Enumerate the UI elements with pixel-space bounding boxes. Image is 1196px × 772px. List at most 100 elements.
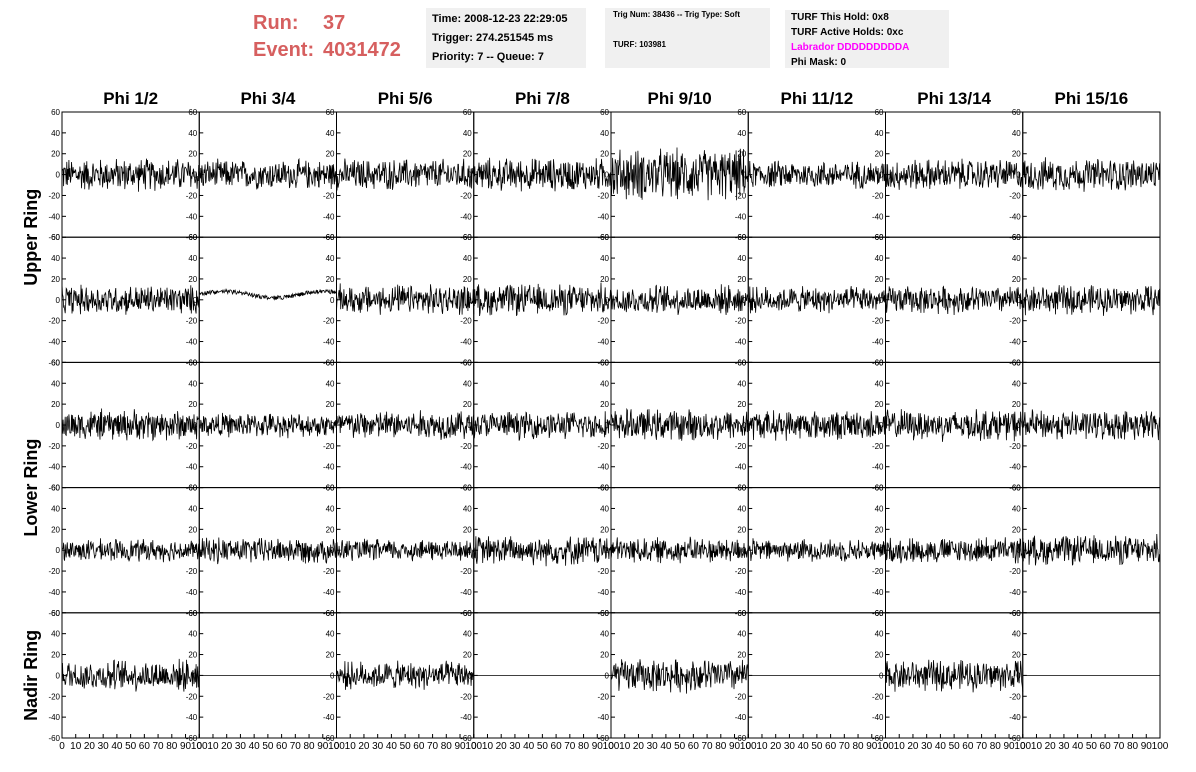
y-tick-label: 20 [326,525,335,534]
turf-active-text: TURF Active Holds: 0xc [791,27,904,38]
ring-label: Lower Ring [21,439,41,537]
y-tick-label: 0 [330,421,335,430]
y-tick-label: 0 [467,171,472,180]
waveform-trace [747,538,886,562]
y-tick-label: -40 [186,463,198,472]
y-tick-label: -20 [735,317,747,326]
y-tick-label: 20 [51,651,60,660]
y-tick-label: 60 [326,233,335,242]
y-tick-label: 60 [737,358,746,367]
x-tick-label: 100 [877,741,894,752]
y-tick-label: 40 [463,379,472,388]
y-tick-label: -40 [323,212,335,221]
y-tick-label: 20 [737,400,746,409]
y-tick-label: -60 [48,609,60,618]
y-tick-label: 20 [1012,651,1021,660]
x-tick-label: 30 [784,741,796,752]
y-tick-label: 20 [463,400,472,409]
x-tick-label: 80 [441,741,453,752]
y-tick-label: 20 [737,275,746,284]
y-tick-label: -40 [1009,463,1021,472]
y-tick-label: 0 [605,421,610,430]
y-tick-label: -40 [872,338,884,347]
y-tick-label: 0 [193,671,198,680]
y-tick-label: 60 [51,484,60,493]
y-tick-label: -40 [597,588,609,597]
y-tick-label: -40 [1009,588,1021,597]
y-tick-label: -40 [872,463,884,472]
y-tick-label: -60 [735,233,747,242]
y-tick-label: 40 [51,630,60,639]
panel-frame [198,236,337,363]
run-label: Run: [253,12,299,34]
y-tick-label: 60 [463,484,472,493]
y-tick-label: 40 [51,504,60,513]
y-tick-label: 0 [1016,296,1021,305]
x-tick-label: 60 [413,741,425,752]
y-tick-label: -60 [735,609,747,618]
y-tick-label: 40 [875,504,884,513]
y-tick-label: -60 [597,233,609,242]
y-tick-label: 20 [600,651,609,660]
y-tick-label: 60 [875,484,884,493]
y-tick-label: 60 [51,609,60,618]
y-tick-label: -40 [735,588,747,597]
y-tick-label: 40 [188,129,197,138]
waveform-trace [336,410,475,440]
y-tick-label: 40 [188,504,197,513]
x-tick-label: 30 [372,741,384,752]
labrador-text: Labrador DDDDDDDDDA [791,42,910,53]
waveform-trace [1022,157,1161,192]
y-tick-label: -20 [48,317,60,326]
y-tick-label: 20 [188,651,197,660]
waveform-trace [198,412,337,439]
y-tick-label: 20 [188,275,197,284]
y-tick-label: -20 [48,191,60,200]
y-tick-label: 60 [463,233,472,242]
y-tick-label: 40 [463,504,472,513]
waveform-trace [610,536,749,564]
x-tick-label: 90 [1003,741,1015,752]
waveform-trace [473,536,612,567]
y-tick-label: -20 [323,191,335,200]
y-tick-label: 20 [600,525,609,534]
y-tick-label: -60 [460,734,472,743]
y-tick-label: 20 [188,400,197,409]
y-tick-label: -20 [460,317,472,326]
y-tick-label: 0 [742,296,747,305]
y-tick-label: -40 [460,463,472,472]
x-tick-label: 0 [196,741,202,752]
x-tick-label: 100 [328,741,345,752]
y-tick-label: 0 [330,171,335,180]
y-tick-label: -20 [872,317,884,326]
y-tick-label: 60 [875,233,884,242]
x-tick-label: 70 [427,741,439,752]
x-tick-label: 60 [1100,741,1112,752]
x-tick-label: 80 [852,741,864,752]
x-tick-label: 50 [125,741,137,752]
y-tick-label: 20 [1012,525,1021,534]
y-tick-label: 0 [193,421,198,430]
x-tick-label: 100 [740,741,757,752]
y-tick-label: -60 [48,484,60,493]
x-tick-label: 0 [334,741,340,752]
y-tick-label: 40 [463,129,472,138]
y-tick-label: -40 [323,338,335,347]
waveform-trace [198,157,337,190]
y-tick-label: 0 [879,171,884,180]
y-tick-label: -20 [48,442,60,451]
y-tick-label: 0 [193,296,198,305]
x-tick-label: 0 [59,741,65,752]
x-tick-label: 50 [949,741,961,752]
x-tick-label: 10 [1031,741,1043,752]
panel-frame [198,361,337,489]
x-tick-label: 70 [153,741,165,752]
y-tick-label: -40 [735,212,747,221]
y-tick-label: 20 [875,400,884,409]
y-tick-label: 20 [51,400,60,409]
column-title: Phi 5/6 [378,89,433,108]
x-tick-label: 100 [465,741,482,752]
y-tick-label: 40 [737,254,746,263]
y-tick-label: -40 [1009,713,1021,722]
y-tick-label: -20 [872,442,884,451]
